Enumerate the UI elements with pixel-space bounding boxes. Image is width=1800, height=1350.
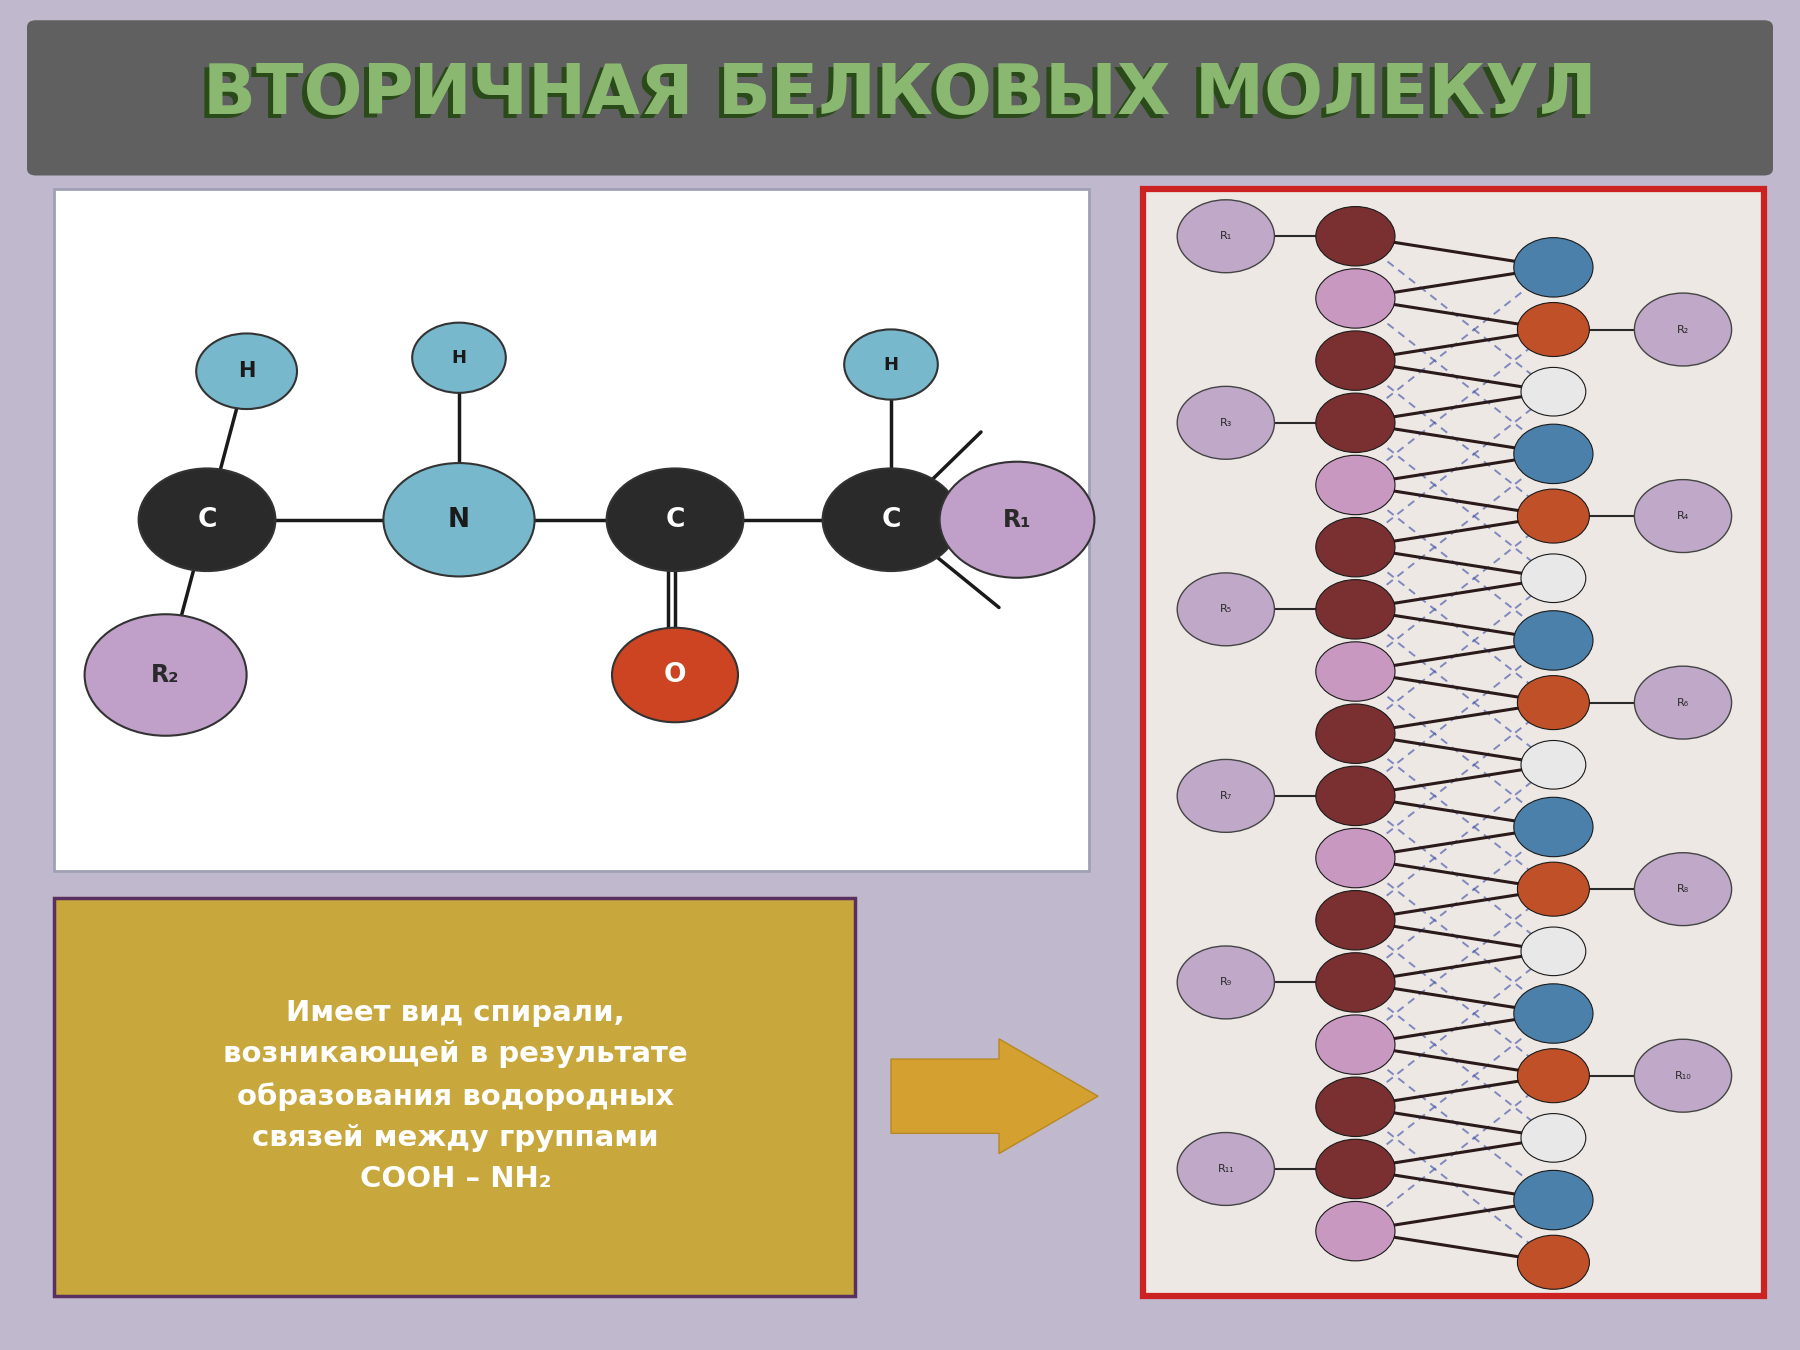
Text: R₉: R₉ [1220, 977, 1231, 987]
Circle shape [612, 628, 738, 722]
Text: R₁₁: R₁₁ [1217, 1164, 1235, 1174]
Circle shape [1521, 367, 1586, 416]
Circle shape [1316, 269, 1395, 328]
Text: R₁: R₁ [1220, 231, 1231, 242]
Circle shape [1517, 1049, 1589, 1103]
Text: C: C [666, 506, 684, 533]
FancyArrow shape [891, 1040, 1098, 1153]
Text: R₃: R₃ [1220, 417, 1231, 428]
Circle shape [1514, 238, 1593, 297]
Text: R₂: R₂ [151, 663, 180, 687]
Circle shape [1177, 572, 1274, 645]
Text: ВТОРИЧНАЯ БЕЛКОВЫХ МОЛЕКУЛ: ВТОРИЧНАЯ БЕЛКОВЫХ МОЛЕКУЛ [198, 65, 1591, 132]
Circle shape [1316, 641, 1395, 701]
Text: N: N [448, 506, 470, 533]
Circle shape [139, 468, 275, 571]
Circle shape [1316, 393, 1395, 452]
Text: H: H [238, 362, 256, 381]
Circle shape [1634, 479, 1732, 552]
Text: R₇: R₇ [1220, 791, 1231, 801]
Circle shape [1177, 1133, 1274, 1206]
Circle shape [1316, 455, 1395, 514]
Circle shape [1634, 1040, 1732, 1112]
Circle shape [1517, 1235, 1589, 1289]
Circle shape [1514, 1170, 1593, 1230]
Circle shape [1316, 331, 1395, 390]
FancyBboxPatch shape [1143, 189, 1764, 1296]
Circle shape [1316, 1015, 1395, 1075]
Circle shape [1177, 200, 1274, 273]
Circle shape [844, 329, 938, 400]
FancyBboxPatch shape [54, 898, 855, 1296]
FancyBboxPatch shape [27, 20, 1773, 176]
Circle shape [1316, 579, 1395, 639]
Circle shape [1521, 554, 1586, 602]
Text: R₄: R₄ [1678, 512, 1688, 521]
Text: R₁₀: R₁₀ [1674, 1071, 1692, 1081]
Text: R₅: R₅ [1220, 605, 1231, 614]
Circle shape [607, 468, 743, 571]
Circle shape [1634, 853, 1732, 926]
Circle shape [1517, 675, 1589, 729]
Circle shape [1521, 1114, 1586, 1162]
Text: R₁: R₁ [1003, 508, 1031, 532]
Circle shape [412, 323, 506, 393]
Circle shape [1316, 1202, 1395, 1261]
Text: ВТОРИЧНАЯ БЕЛКОВЫХ МОЛЕКУЛ: ВТОРИЧНАЯ БЕЛКОВЫХ МОЛЕКУЛ [203, 61, 1597, 128]
Circle shape [85, 614, 247, 736]
Circle shape [1177, 386, 1274, 459]
Circle shape [196, 333, 297, 409]
Circle shape [1316, 829, 1395, 888]
Circle shape [1316, 953, 1395, 1012]
Circle shape [1316, 891, 1395, 950]
Circle shape [1316, 1139, 1395, 1199]
Circle shape [1514, 984, 1593, 1044]
Circle shape [1316, 767, 1395, 826]
Text: Имеет вид спирали,
возникающей в результате
образования водородных
связей между : Имеет вид спирали, возникающей в результ… [223, 999, 688, 1193]
Circle shape [940, 462, 1094, 578]
Circle shape [1517, 489, 1589, 543]
Circle shape [1634, 666, 1732, 738]
Circle shape [1521, 927, 1586, 976]
Circle shape [383, 463, 535, 576]
Text: H: H [452, 348, 466, 367]
Text: H: H [884, 355, 898, 374]
Circle shape [1177, 946, 1274, 1019]
Circle shape [1514, 610, 1593, 670]
Circle shape [1316, 703, 1395, 763]
Text: O: O [664, 662, 686, 688]
Text: R₈: R₈ [1678, 884, 1688, 894]
Circle shape [1316, 1077, 1395, 1137]
Circle shape [1316, 517, 1395, 576]
Circle shape [1514, 798, 1593, 857]
Circle shape [1514, 424, 1593, 483]
Circle shape [1517, 863, 1589, 917]
Circle shape [1634, 293, 1732, 366]
Circle shape [1316, 207, 1395, 266]
Text: C: C [882, 506, 900, 533]
Text: C: C [198, 506, 216, 533]
FancyBboxPatch shape [54, 189, 1089, 871]
Circle shape [1177, 760, 1274, 833]
Circle shape [823, 468, 959, 571]
Circle shape [1521, 741, 1586, 790]
Text: R₂: R₂ [1678, 324, 1688, 335]
Circle shape [1517, 302, 1589, 356]
Text: R₆: R₆ [1678, 698, 1688, 707]
